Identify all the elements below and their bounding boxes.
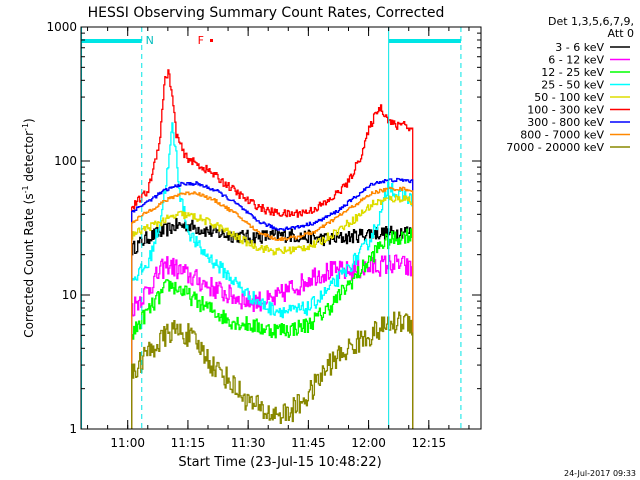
y-axis-label-sup2: -1 xyxy=(21,123,30,131)
x-tick-label: 11:15 xyxy=(171,436,206,450)
legend-header-line-1: Det 1,3,5,6,7,9, xyxy=(548,15,634,28)
x-tick-label: 11:30 xyxy=(231,436,266,450)
legend-header-line-2: Att 0 xyxy=(608,27,634,40)
flare-label: F xyxy=(198,34,204,47)
x-tick-label: 11:00 xyxy=(110,436,145,450)
y-axis-label: Corrected Count Rate (s-1 detector-1) xyxy=(21,118,36,337)
series-line xyxy=(131,69,414,429)
series-line xyxy=(131,177,414,429)
plot-frame xyxy=(80,26,482,430)
x-axis-label: Start Time (23-Jul-15 10:48:22) xyxy=(178,455,381,470)
series-line xyxy=(131,228,414,429)
legend-entry-label: 800 - 7000 keV xyxy=(520,129,604,142)
x-tick-label: 12:15 xyxy=(412,436,447,450)
legend-entry-label: 7000 - 20000 keV xyxy=(506,141,604,154)
series-line xyxy=(131,122,414,429)
x-tick-label: 12:00 xyxy=(351,436,386,450)
flare-marker xyxy=(209,38,213,42)
series-line xyxy=(131,311,414,429)
axes-layer: 11:00 11:15 11:30 11:45 12:00 12:15 1 10 100 1000 xyxy=(46,20,481,450)
y-tick-label: 1000 xyxy=(46,20,77,34)
legend-entry-label: 3 - 6 keV xyxy=(555,41,604,54)
series-line xyxy=(131,186,414,429)
x-tick-label: 11:45 xyxy=(291,436,326,450)
series-layer xyxy=(131,69,414,429)
series-line xyxy=(131,194,414,429)
y-axis-label-end: ) xyxy=(22,118,36,123)
footer-timestamp: 24-Jul-2017 09:33 xyxy=(564,469,636,478)
legend-entry-label: 12 - 25 keV xyxy=(541,66,604,79)
y-tick-label: 1 xyxy=(69,422,77,436)
series-line xyxy=(131,217,414,429)
legend-entry-label: 6 - 12 keV xyxy=(548,54,604,67)
chart-title: HESSI Observing Summary Count Rates, Cor… xyxy=(88,5,445,21)
y-tick-label: 100 xyxy=(54,154,77,168)
legend-entry-label: 25 - 50 keV xyxy=(541,79,604,92)
legend-entry-label: 50 - 100 keV xyxy=(534,91,604,104)
y-axis-label-sup1: -1 xyxy=(21,185,30,193)
y-axis-label-main: Corrected Count Rate (s xyxy=(22,193,36,337)
legend-entry-label: 100 - 300 keV xyxy=(527,104,604,117)
legend-entry-label: 300 - 800 keV xyxy=(527,116,604,129)
y-tick-label: 10 xyxy=(62,288,77,302)
y-axis-label-mid: detector xyxy=(22,131,36,186)
night-marker-label: N xyxy=(146,34,154,47)
